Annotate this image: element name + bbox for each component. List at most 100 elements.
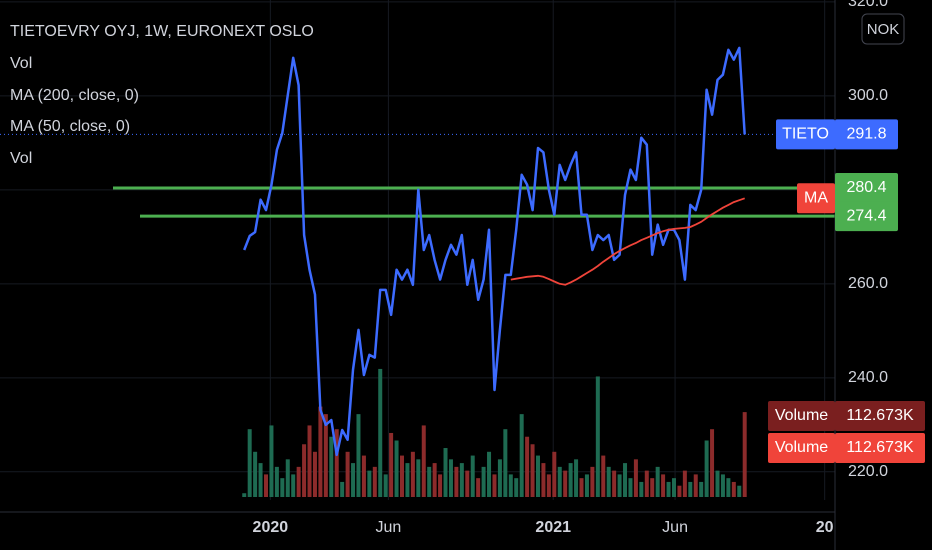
volume-bar: [639, 481, 644, 497]
plot: [0, 46, 835, 457]
volume-bar: [633, 459, 638, 497]
series-line: [510, 197, 745, 286]
volume-bar: [590, 466, 595, 497]
volume-pane: [242, 368, 747, 497]
currency: NOK: [867, 21, 900, 38]
volume-bar: [318, 406, 323, 497]
volume-bar: [296, 466, 301, 497]
volume-bar: [731, 481, 736, 497]
volume-bar: [546, 474, 551, 497]
volume-bar: [269, 425, 274, 497]
y-tick-label: 320.0: [848, 0, 888, 10]
volume-bar: [329, 436, 334, 497]
volume-bar: [601, 455, 606, 497]
volume-bar: [497, 459, 502, 497]
volume-bar: [247, 429, 252, 497]
volume-bar: [476, 478, 481, 497]
volume-bar: [519, 414, 524, 497]
volume-bar: [291, 474, 296, 497]
x-tick-label: 2021: [535, 519, 571, 536]
series-name-label-box: [797, 183, 835, 214]
volume-bar: [465, 470, 470, 497]
volume-bar: [334, 429, 339, 497]
volume-bar: [340, 481, 345, 497]
volume-bar: [525, 436, 530, 497]
x-tick-label: 20: [816, 519, 834, 536]
volume-bar: [535, 455, 540, 497]
volume-bar: [405, 463, 410, 497]
hline-label-box: [835, 172, 898, 203]
volume-bar: [628, 478, 633, 497]
hline-label: 274.4: [846, 207, 886, 224]
volume-bar: [481, 466, 486, 497]
y-tick-label: 220.0: [848, 463, 888, 480]
series-name-label-box: [776, 119, 835, 150]
chart-title: TIETOEVRY OYJ, 1W, EURONEXT OSLO: [10, 23, 314, 40]
x-tick-label: 2020: [253, 519, 289, 536]
last-value-label-box: [835, 119, 898, 150]
volume-bar: [302, 444, 307, 497]
volume-bar: [361, 455, 366, 497]
volume-bar: [323, 414, 328, 497]
volume-bar: [427, 466, 432, 497]
volume-bar: [280, 478, 285, 497]
series-name-label: TIETO: [782, 126, 829, 143]
y-tick-label: 260.0: [848, 275, 888, 292]
volume-bar: [595, 376, 600, 497]
volume-bar: [307, 425, 312, 497]
legend-item: MA (50, close, 0): [10, 118, 130, 135]
volume-bar: [726, 478, 731, 497]
volume-bar: [552, 451, 557, 497]
volume-bar: [432, 463, 437, 497]
x-tick-label: Jun: [375, 519, 401, 536]
currency-box[interactable]: [861, 13, 905, 45]
volume-bar: [617, 474, 622, 497]
volume-bar: [312, 451, 317, 497]
volume-bar: [737, 485, 742, 497]
volume-bar: [579, 478, 584, 497]
volume-bar: [356, 414, 361, 497]
volume-bar: [487, 451, 492, 497]
volume-bar: [704, 440, 709, 497]
volume-bar: [383, 474, 388, 497]
volume-bar: [688, 481, 693, 497]
volume-bar: [742, 412, 747, 497]
volume-bar: [661, 474, 666, 497]
volume-bar: [448, 459, 453, 497]
volume-bar: [693, 474, 698, 497]
volume-bar: [492, 474, 497, 497]
volume-bar: [612, 470, 617, 497]
volume-bar: [378, 368, 383, 497]
volume-bar: [459, 463, 464, 497]
volume-bar: [530, 444, 535, 497]
volume-bar: [557, 466, 562, 497]
legend-item: Vol: [10, 150, 32, 167]
volume-bar: [264, 474, 269, 497]
volume-bar: [416, 459, 421, 497]
hline-label-box: [835, 201, 898, 232]
volume-bar: [584, 474, 589, 497]
volume-bar: [699, 481, 704, 497]
legend-item: MA (200, close, 0): [10, 87, 139, 104]
volume-bar: [258, 463, 263, 497]
volume-bar: [274, 466, 279, 497]
volume-bar: [443, 448, 448, 497]
volume-bar: [285, 459, 290, 497]
volume-value-label-box: [835, 433, 925, 463]
axes: 220.0240.0260.0280.0300.0320.02020Jun202…: [253, 0, 925, 536]
volume-name-label: Volume: [775, 407, 828, 424]
volume-bar: [715, 470, 720, 497]
series-name-label: MA: [804, 190, 828, 207]
volume-bar: [671, 478, 676, 497]
volume-bar: [606, 466, 611, 497]
volume-bar: [351, 463, 356, 497]
volume-bar: [650, 478, 655, 497]
y-tick-label: 300.0: [848, 87, 888, 104]
volume-bar: [666, 481, 671, 497]
volume-value-label-box: [835, 401, 925, 431]
volume-bar: [253, 451, 258, 497]
volume-bar: [372, 466, 377, 497]
volume-bar: [720, 474, 725, 497]
